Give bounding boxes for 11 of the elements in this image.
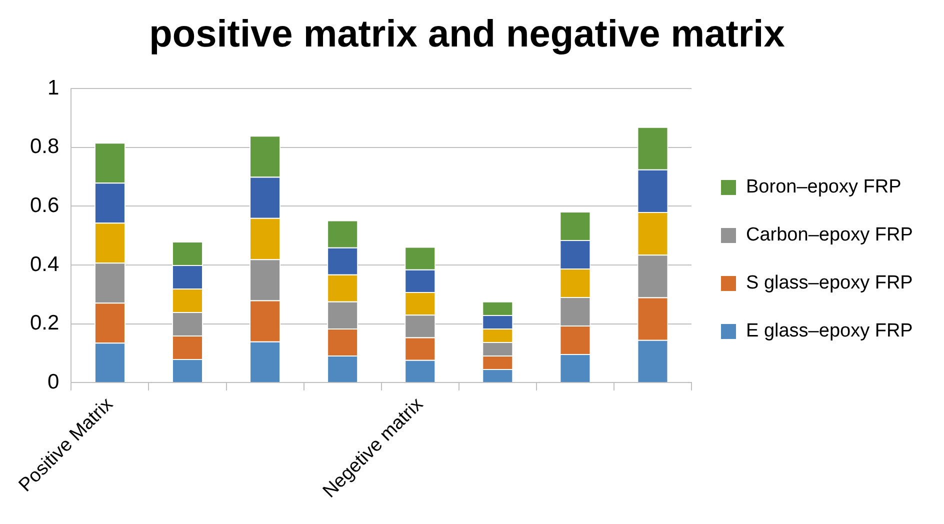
legend-label: E glass–epoxy FRP <box>746 320 913 342</box>
legend-label: S glass–epoxy FRP <box>746 272 913 294</box>
y-tick-label: 0.2 <box>30 312 60 335</box>
legend-label: Carbon–epoxy FRP <box>746 224 913 246</box>
chart-title: positive matrix and negative matrix <box>149 13 785 56</box>
y-tick-label: 0.6 <box>30 194 60 217</box>
legend-label: Boron–epoxy FRP <box>746 176 902 198</box>
y-tick-label: 0.8 <box>30 135 60 158</box>
y-tick-label: 1 <box>48 76 60 100</box>
y-tick-label: 0.4 <box>30 252 60 276</box>
y-tick-label: 0 <box>48 370 60 394</box>
